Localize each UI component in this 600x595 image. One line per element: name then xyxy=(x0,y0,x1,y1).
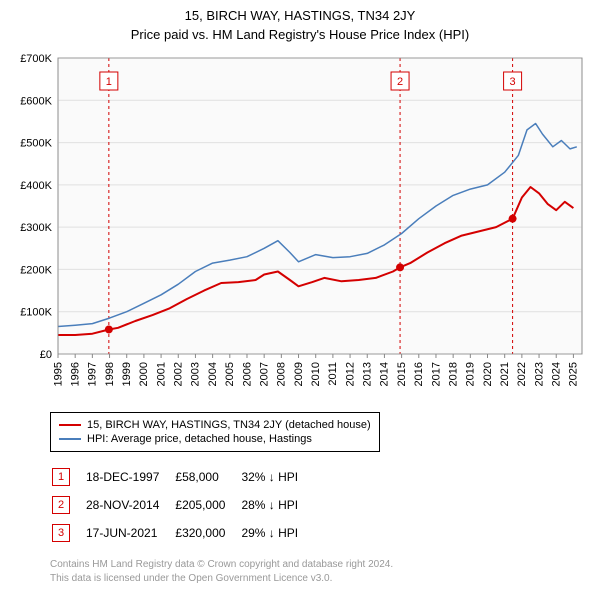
chart-plot-area: £0 £100K £200K £300K £400K £500K £600K £700K 199… xyxy=(10,52,590,402)
svg-text:2019: 2019 xyxy=(465,362,477,386)
svg-text:2010: 2010 xyxy=(310,362,322,386)
svg-text:2002: 2002 xyxy=(173,362,185,386)
svg-text:2000: 2000 xyxy=(138,362,150,386)
legend-label: 15, BIRCH WAY, HASTINGS, TN34 2JY (detac… xyxy=(87,419,371,431)
svg-text:2021: 2021 xyxy=(499,362,511,386)
svg-text:2017: 2017 xyxy=(430,362,442,386)
sale-marker-badge: 3 xyxy=(52,524,70,542)
sales-row: 1 18-DEC-1997£58,00032% ↓ HPI xyxy=(52,464,312,490)
legend-swatch xyxy=(59,438,81,440)
svg-text:£300K: £300K xyxy=(20,222,52,234)
svg-text:2008: 2008 xyxy=(276,362,288,386)
sale-marker-badge: 1 xyxy=(52,468,70,486)
sale-delta: 32% ↓ HPI xyxy=(241,464,312,490)
svg-text:1997: 1997 xyxy=(87,362,99,386)
legend-item: HPI: Average price, detached house, Hast… xyxy=(59,432,371,446)
svg-text:1996: 1996 xyxy=(69,362,81,386)
svg-text:2016: 2016 xyxy=(413,362,425,386)
svg-text:2023: 2023 xyxy=(533,362,545,386)
svg-text:2011: 2011 xyxy=(327,362,339,386)
legend-item: 15, BIRCH WAY, HASTINGS, TN34 2JY (detac… xyxy=(59,418,371,432)
svg-text:1999: 1999 xyxy=(121,362,133,386)
svg-text:2001: 2001 xyxy=(155,362,167,386)
svg-text:2004: 2004 xyxy=(207,362,219,386)
svg-text:2015: 2015 xyxy=(396,362,408,386)
svg-text:2006: 2006 xyxy=(241,362,253,386)
sale-date: 17-JUN-2021 xyxy=(86,520,173,546)
svg-text:2012: 2012 xyxy=(344,362,356,386)
sales-table: 1 18-DEC-1997£58,00032% ↓ HPI 2 28-NOV-2014… xyxy=(50,462,314,548)
sale-price: £205,000 xyxy=(175,492,239,518)
sale-date: 18-DEC-1997 xyxy=(86,464,173,490)
svg-text:£400K: £400K xyxy=(20,180,52,192)
chart-container: 15, BIRCH WAY, HASTINGS, TN34 2JY Price … xyxy=(0,0,600,595)
svg-text:£600K: £600K xyxy=(20,95,52,107)
svg-text:3: 3 xyxy=(510,76,516,88)
footer-line: Contains HM Land Registry data © Crown c… xyxy=(50,558,590,572)
svg-text:1995: 1995 xyxy=(52,362,64,386)
sales-row: 3 17-JUN-2021£320,00029% ↓ HPI xyxy=(52,520,312,546)
legend-swatch xyxy=(59,424,81,426)
sale-delta: 28% ↓ HPI xyxy=(241,492,312,518)
sale-delta: 29% ↓ HPI xyxy=(241,520,312,546)
sale-price: £58,000 xyxy=(175,464,239,490)
svg-text:2003: 2003 xyxy=(190,362,202,386)
sale-marker-badge: 2 xyxy=(52,496,70,514)
svg-text:1998: 1998 xyxy=(104,362,116,386)
svg-text:2014: 2014 xyxy=(379,362,391,386)
legend-label: HPI: Average price, detached house, Hast… xyxy=(87,433,312,445)
sale-date: 28-NOV-2014 xyxy=(86,492,173,518)
legend: 15, BIRCH WAY, HASTINGS, TN34 2JY (detac… xyxy=(50,412,380,452)
svg-text:£0: £0 xyxy=(40,349,52,361)
svg-text:2025: 2025 xyxy=(568,362,580,386)
svg-text:2022: 2022 xyxy=(516,362,528,386)
chart-svg: £0 £100K £200K £300K £400K £500K £600K £700K 199… xyxy=(10,52,590,402)
svg-text:2: 2 xyxy=(397,76,403,88)
svg-text:2009: 2009 xyxy=(293,362,305,386)
svg-text:2018: 2018 xyxy=(447,362,459,386)
footer-line: This data is licensed under the Open Gov… xyxy=(50,572,590,586)
svg-text:£500K: £500K xyxy=(20,138,52,150)
svg-text:2020: 2020 xyxy=(482,362,494,386)
svg-text:£200K: £200K xyxy=(20,264,52,276)
sale-price: £320,000 xyxy=(175,520,239,546)
svg-text:2005: 2005 xyxy=(224,362,236,386)
svg-text:2024: 2024 xyxy=(551,362,563,386)
chart-title-sub: Price paid vs. HM Land Registry's House … xyxy=(10,27,590,42)
sales-row: 2 28-NOV-2014£205,00028% ↓ HPI xyxy=(52,492,312,518)
svg-text:2013: 2013 xyxy=(362,362,374,386)
svg-text:2007: 2007 xyxy=(258,362,270,386)
svg-text:£100K: £100K xyxy=(20,307,52,319)
chart-title-address: 15, BIRCH WAY, HASTINGS, TN34 2JY xyxy=(10,8,590,23)
svg-text:£700K: £700K xyxy=(20,53,52,65)
footer-attribution: Contains HM Land Registry data © Crown c… xyxy=(50,558,590,585)
svg-text:1: 1 xyxy=(106,76,112,88)
